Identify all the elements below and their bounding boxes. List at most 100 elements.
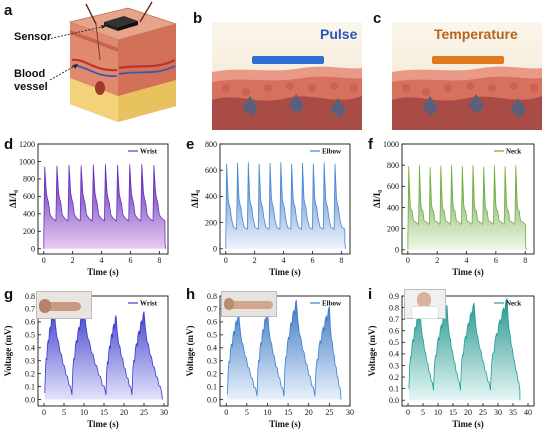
y-tick-label: 0 — [31, 245, 35, 254]
skin-cube-diagram — [43, 1, 178, 122]
elbow-photo-inset — [221, 291, 277, 317]
x-tick-label: 8 — [523, 256, 527, 265]
y-tick-label: 0.4 — [207, 344, 217, 353]
y-tick-label: 400 — [387, 203, 399, 212]
y-tick-label: 200 — [387, 224, 399, 233]
y-tick-label: 0.6 — [389, 327, 399, 336]
x-tick-label: 30 — [494, 408, 502, 417]
x-tick-label: 4 — [100, 256, 104, 265]
blood-label: Blood — [14, 68, 46, 80]
y-tick-label: 0.0 — [207, 395, 217, 404]
x-tick-label: 6 — [128, 256, 132, 265]
y-tick-label: 800 — [205, 140, 217, 149]
y-tick-label: 0.8 — [207, 292, 217, 301]
series-line-g — [44, 306, 163, 400]
legend-label-i: Neck — [506, 300, 521, 308]
wrist-pulse-chart: 0 2 4 6 8 0 200 400 600 800 1000 1200 Time (s) ΔI/I₀ W… — [8, 140, 169, 277]
y-tick-label: 0.4 — [389, 350, 399, 359]
y-axis-label: ΔI/I₀ — [190, 190, 200, 208]
x-tick-label: 8 — [339, 256, 343, 265]
y-tick-label: 0.1 — [207, 382, 217, 391]
x-tick-label: 30 — [160, 408, 168, 417]
wrist-voltage-chart: 0 5 10 15 20 25 30 0.0 0.1 0.2 0.3 0.4 0.5 0.6 0.7 0.8 T… — [3, 292, 169, 429]
y-tick-label: 800 — [387, 161, 399, 170]
y-tick-label: 0.9 — [389, 292, 399, 301]
y-tick-label: 0.7 — [207, 305, 217, 314]
y-tick-label: 0.1 — [389, 384, 399, 393]
y-tick-label: 0.4 — [25, 344, 35, 353]
pulse-skin-diagram — [212, 22, 362, 130]
legend-label-g: Wrist — [140, 300, 158, 308]
blood-vessel-label: Blood vessel — [14, 68, 48, 94]
y-axis-label: Voltage (mV) — [185, 326, 195, 377]
x-tick-label: 30 — [346, 408, 354, 417]
neck-pulse-chart: 0 2 4 6 8 0 200 400 600 800 1000 Time (s) ΔI/I₀ Neck — [372, 140, 535, 277]
pulse-sensor-pad — [252, 56, 324, 64]
pulse-title: Pulse — [320, 26, 358, 42]
x-tick-label: 10 — [80, 408, 88, 417]
x-tick-label: 25 — [140, 408, 148, 417]
x-axis-label: Time (s) — [269, 419, 301, 429]
x-tick-label: 25 — [325, 408, 333, 417]
y-tick-label: 0.8 — [25, 292, 35, 301]
x-tick-label: 15 — [284, 408, 292, 417]
y-tick-label: 0 — [395, 246, 399, 255]
panel-label-a: a — [4, 2, 13, 19]
x-tick-label: 2 — [71, 256, 75, 265]
plot-frame-d — [37, 143, 169, 255]
x-tick-label: 25 — [479, 408, 487, 417]
x-tick-label: 0 — [224, 256, 228, 265]
series-line-f — [407, 165, 527, 250]
x-tick-label: 2 — [435, 256, 439, 265]
y-tick-label: 0.8 — [389, 303, 399, 312]
x-axis-label: Time (s) — [87, 267, 119, 277]
y-tick-label: 0.6 — [207, 318, 217, 327]
temperature-skin-diagram — [392, 22, 542, 130]
y-tick-label: 400 — [23, 210, 35, 219]
x-tick-label: 20 — [120, 408, 128, 417]
y-tick-label: 0.5 — [207, 331, 217, 340]
x-tick-label: 10 — [434, 408, 442, 417]
panel-label-g: g — [4, 286, 14, 303]
y-axis-label: Voltage (mV) — [367, 326, 377, 377]
y-tick-label: 0.7 — [389, 315, 399, 324]
legend-label-e: Elbow — [322, 148, 342, 156]
panel-label-i: i — [368, 286, 373, 303]
y-tick-label: 0.5 — [25, 331, 35, 340]
panel-label-f: f — [368, 136, 373, 153]
x-tick-label: 20 — [464, 408, 472, 417]
series-line-i — [408, 298, 521, 401]
y-axis-label: ΔI/I₀ — [8, 190, 18, 208]
series-area-e — [225, 162, 346, 249]
plot-frame-h — [219, 295, 351, 407]
x-axis-label: Time (s) — [87, 419, 119, 429]
x-tick-label: 4 — [282, 256, 286, 265]
series-line-e — [225, 162, 347, 249]
x-tick-label: 0 — [224, 408, 228, 417]
y-tick-label: 0.2 — [207, 369, 217, 378]
x-axis-label: Time (s) — [452, 267, 484, 277]
y-axis-label: Voltage (mV) — [3, 326, 13, 377]
x-tick-label: 0 — [42, 256, 46, 265]
y-tick-label: 0.3 — [389, 361, 399, 370]
x-tick-label: 10 — [263, 408, 271, 417]
y-tick-label: 600 — [387, 182, 399, 191]
x-tick-label: 4 — [465, 256, 469, 265]
y-tick-label: 0.2 — [389, 373, 399, 382]
x-tick-label: 6 — [494, 256, 498, 265]
panel-label-c: c — [373, 10, 382, 27]
panel-label-h: h — [186, 286, 196, 303]
plot-frame-f — [401, 143, 535, 255]
y-tick-label: 0.5 — [389, 338, 399, 347]
panel-c-illustration — [392, 22, 542, 130]
y-tick-label: 0.1 — [25, 382, 35, 391]
y-tick-label: 800 — [23, 175, 35, 184]
temperature-sensor-pad — [432, 56, 504, 64]
x-tick-label: 0 — [42, 408, 46, 417]
panel-b-illustration — [212, 22, 362, 130]
series-area-f — [407, 165, 527, 250]
y-tick-label: 0.0 — [25, 395, 35, 404]
y-tick-label: 0.7 — [25, 305, 35, 314]
x-tick-label: 35 — [509, 408, 517, 417]
y-tick-label: 0.3 — [207, 357, 217, 366]
